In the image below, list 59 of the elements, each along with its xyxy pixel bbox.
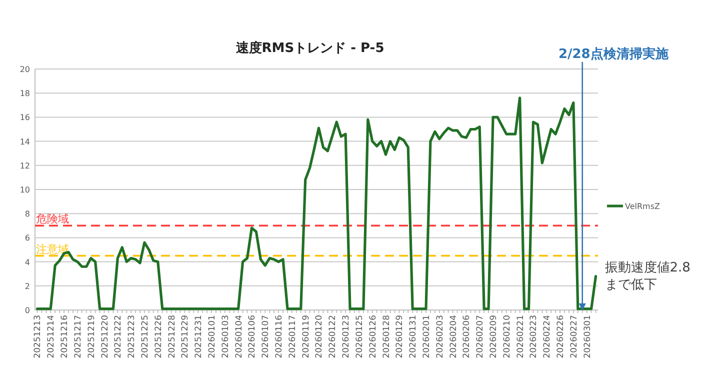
x-tick-label: 20260206	[462, 315, 472, 358]
x-tick-label: 20260201	[422, 315, 432, 358]
y-tick-label: 6	[24, 234, 30, 243]
x-tick-label: 20260103	[220, 315, 231, 358]
x-tick-label: 20260126	[368, 315, 378, 358]
x-tick-label: 20251217	[73, 315, 84, 358]
ref-line-label: 危険域	[36, 212, 69, 226]
y-tick-label: 12	[20, 161, 30, 170]
x-tick-label: 20251220	[100, 315, 110, 358]
x-tick-label: 20260116	[274, 315, 285, 358]
x-tick-label: 20251216	[60, 315, 70, 358]
legend: VelRmsZ	[607, 202, 660, 211]
x-tick-label: 20251214	[46, 315, 57, 358]
x-tick-label: 20260204	[448, 315, 459, 358]
x-tick-label: 20260120	[314, 315, 325, 358]
x-tick-label: 20251225	[140, 315, 150, 358]
x-tick-label: 20260107	[261, 315, 272, 358]
x-tick-label: 20260209	[488, 315, 499, 358]
y-tick-label: 16	[20, 113, 30, 122]
x-tick-label: 20251213	[33, 315, 44, 358]
x-tick-label: 20260119	[301, 315, 312, 358]
y-tick-label: 4	[24, 258, 30, 267]
y-tick-label: 18	[20, 89, 30, 98]
x-tick-label: 20260129	[395, 315, 406, 358]
x-tick-label: 20260101	[207, 315, 218, 358]
x-tick-label: 20260106	[248, 315, 258, 358]
x-tick-label: 20260207	[476, 315, 486, 358]
x-tick-label: 20260301	[582, 315, 593, 358]
x-tick-label: 20260123	[342, 315, 352, 358]
annotation: 振動速度値2.8 まで低下	[604, 260, 690, 292]
legend-label: VelRmsZ	[625, 202, 661, 211]
x-tick-label: 20251223	[127, 315, 138, 358]
y-tick-label: 8	[24, 210, 30, 219]
x-tick-label: 20251228	[167, 315, 178, 358]
x-tick-label: 20260128	[382, 315, 392, 358]
x-tick-label: 20260210	[502, 315, 512, 358]
x-tick-label: 20260223	[529, 315, 540, 358]
y-tick-label: 14	[20, 137, 30, 146]
annotation: 2/28点検清掃実施	[558, 47, 668, 62]
y-tick-label: 0	[24, 306, 30, 315]
x-tick-label: 20260122	[328, 315, 338, 358]
x-tick-label: 20251226	[154, 315, 164, 358]
x-tick-label: 20251222	[114, 315, 124, 358]
x-tick-label: 20260131	[408, 315, 419, 358]
x-tick-label: 20260224	[542, 315, 553, 358]
x-tick-label: 20251231	[194, 315, 204, 358]
x-tick-label: 20260125	[354, 315, 365, 358]
title: 速度RMSトレンド - P-5	[236, 41, 384, 56]
x-tick-label: 20251219	[86, 315, 97, 358]
x-tick-label: 20260226	[556, 315, 566, 358]
x-tick-label: 20260117	[288, 315, 298, 358]
y-tick-label: 2	[24, 282, 30, 291]
y-tick-label: 10	[20, 186, 30, 194]
x-tick-label: 20260227	[569, 315, 580, 358]
x-tick-label: 20260203	[435, 315, 446, 358]
x-tick-label: 20260104	[234, 315, 244, 358]
x-tick-label: 20260221	[516, 315, 526, 358]
y-tick-label: 20	[20, 65, 30, 74]
x-tick-label: 20251229	[180, 315, 191, 358]
